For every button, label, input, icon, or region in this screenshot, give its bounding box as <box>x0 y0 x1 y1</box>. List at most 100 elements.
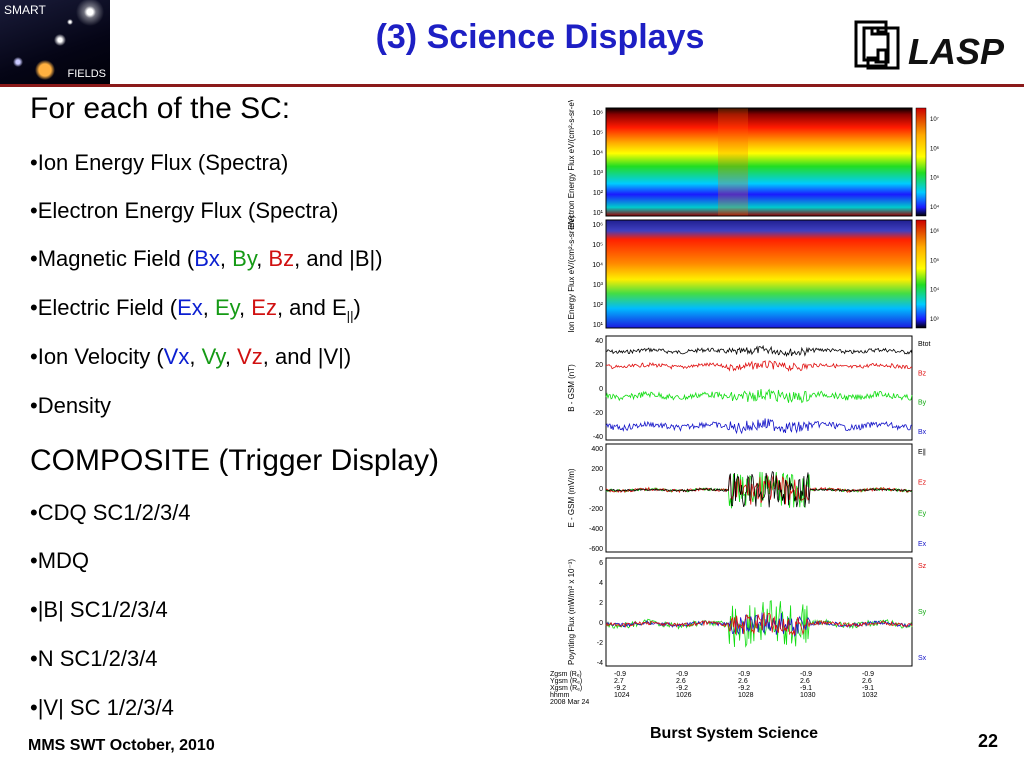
y-tick-label: 0 <box>599 386 603 393</box>
electron-flux-ylabel: Electron Energy Flux eV/(cm²-s-sr-eV) <box>567 100 576 230</box>
header-rule <box>0 84 1024 87</box>
ephemeris-value: -9.2 <box>676 685 688 692</box>
ephemeris-value: -0.9 <box>614 671 626 678</box>
y-tick-label: 40 <box>595 338 603 345</box>
colorbar-tick-label: 10⁷ <box>930 116 939 123</box>
legend-entry: Bz <box>918 370 927 377</box>
section-heading-each-sc: For each of the SC: <box>30 92 291 125</box>
legend-entry: By <box>918 400 927 407</box>
y-tick-label: 10¹ <box>593 322 604 329</box>
y-tick-label: -4 <box>597 660 603 667</box>
legend-entry: Ex <box>918 541 927 548</box>
ion-colorbar <box>915 219 927 329</box>
y-tick-label: -600 <box>589 546 603 553</box>
poynting-flux-panel: Poynting Flux (mW/m² x 10⁻³) <box>567 557 913 667</box>
magnetic-field-ylabel: B - GSM (nT) <box>567 364 576 412</box>
bullet-v-magnitude: •|V| SC 1/2/3/4 <box>30 695 174 720</box>
cu-lasp-logo: LASP <box>850 16 1010 76</box>
xaxis-row-label: Zgsm (Rₑ) <box>550 671 582 678</box>
page-title: (3) Science Displays <box>375 18 705 56</box>
y-tick-label: 10⁴ <box>592 150 603 157</box>
footer-burst-system: Burst System Science <box>650 725 819 742</box>
colorbar-tick-label: 10³ <box>930 317 939 323</box>
by-trace <box>605 388 913 404</box>
bullet-mdq: •MDQ <box>30 548 90 573</box>
legend-entry: Btot <box>918 341 931 348</box>
ephemeris-value: -0.9 <box>800 671 812 678</box>
ephemeris-value: 2.7 <box>614 678 624 685</box>
bx-trace <box>605 418 913 435</box>
y-tick-label: 2 <box>599 600 603 607</box>
y-tick-label: 400 <box>591 446 603 453</box>
y-tick-label: 10³ <box>593 170 604 177</box>
ephemeris-value: -0.9 <box>738 671 750 678</box>
magnetic-field-panel: B - GSM (nT) <box>567 335 913 441</box>
page-number: 22 <box>978 731 999 751</box>
x-axis-ephemeris: Zgsm (Rₑ) Ygsm (Rₑ) Xgsm (Rₑ) hhmm 2008 … <box>550 671 589 706</box>
y-tick-label: 0 <box>599 620 603 627</box>
y-tick-label: -20 <box>593 410 603 417</box>
bullet-electric-field: •Electric Field (Ex, Ey, Ez, and E||) <box>30 295 361 324</box>
ephemeris-value: 1024 <box>614 692 630 699</box>
xaxis-date-label: 2008 Mar 24 <box>550 699 589 706</box>
logo-fields-text: FIELDS <box>67 68 106 80</box>
y-tick-label: 10³ <box>593 282 604 289</box>
legend-entry: E∥ <box>918 448 926 456</box>
electron-flux-panel: Electron Energy Flux eV/(cm²-s-sr-eV) <box>567 94 927 230</box>
bullet-cdq: •CDQ SC1/2/3/4 <box>30 500 191 525</box>
logo-smart-text: SMART <box>4 3 46 17</box>
electric-field-panel: E - GSM (mV/m) <box>567 443 913 553</box>
legend-entry: Sx <box>918 655 927 662</box>
colorbar-tick-label: 10⁵ <box>930 257 940 264</box>
y-tick-label: 4 <box>599 580 603 587</box>
ephemeris-value: -9.1 <box>862 685 874 692</box>
y-tick-label: 0 <box>599 486 603 493</box>
lasp-logo-text: LASP <box>908 31 1005 72</box>
ephemeris-value: 2.6 <box>800 678 810 685</box>
y-tick-label: 10⁶ <box>592 222 603 229</box>
ephemeris-value: -0.9 <box>862 671 874 678</box>
y-tick-label: 200 <box>591 466 603 473</box>
smart-fields-logo: SMART FIELDS <box>0 0 110 85</box>
ephemeris-value: -9.1 <box>800 685 812 692</box>
y-tick-label: 10⁵ <box>592 242 603 249</box>
colorbar-tick-label: 10⁶ <box>930 228 940 235</box>
y-tick-label: 6 <box>599 560 603 567</box>
poynting-flux-ylabel: Poynting Flux (mW/m² x 10⁻³) <box>567 559 576 665</box>
colorbar-tick-label: 10⁴ <box>930 287 940 294</box>
cu-emblem-icon <box>854 20 900 70</box>
bullet-ion-velocity: •Ion Velocity (Vx, Vy, Vz, and |V|) <box>30 344 352 369</box>
y-tick-label: 10⁶ <box>592 110 603 117</box>
legend-entry: Sy <box>918 609 927 616</box>
ephemeris-value: -9.2 <box>614 685 626 692</box>
xaxis-row-label: Ygsm (Rₑ) <box>550 678 582 685</box>
y-tick-label: -200 <box>589 506 603 513</box>
colorbar-tick-label: 10⁵ <box>930 175 940 182</box>
ephemeris-value: 1032 <box>862 692 878 699</box>
ephemeris-value: 2.6 <box>862 678 872 685</box>
y-tick-label: -400 <box>589 526 603 533</box>
bullet-magnetic-field: •Magnetic Field (Bx, By, Bz, and |B|) <box>30 246 383 271</box>
y-tick-label: 10⁴ <box>592 262 603 269</box>
ephemeris-value: 2.6 <box>738 678 748 685</box>
xaxis-row-label: Xgsm (Rₑ) <box>550 685 582 692</box>
bullet-electron-energy-flux: •Electron Energy Flux (Spectra) <box>30 198 339 223</box>
legend-entry: Ey <box>918 510 927 517</box>
btot-trace <box>605 344 913 358</box>
bullet-ion-energy-flux: •Ion Energy Flux (Spectra) <box>30 150 289 175</box>
epar-trace <box>605 471 913 508</box>
y-tick-label: 10⁵ <box>592 130 603 137</box>
legend-entry: Sz <box>918 563 927 570</box>
y-tick-label: -2 <box>597 640 603 647</box>
ion-flux-ylabel: Ion Energy Flux eV/(cm²-s-sr-eV) <box>567 215 576 333</box>
bullet-b-magnitude: •|B| SC1/2/3/4 <box>30 597 168 622</box>
electric-field-ylabel: E - GSM (mV/m) <box>567 468 576 527</box>
ephemeris-value: 1026 <box>676 692 692 699</box>
ephemeris-value: -9.2 <box>738 685 750 692</box>
xaxis-row-label: hhmm <box>550 692 570 699</box>
ephemeris-value: -0.9 <box>676 671 688 678</box>
legend-entry: Ez <box>918 480 927 487</box>
footer-meeting: MMS SWT October, 2010 <box>28 737 215 754</box>
y-tick-label: 10¹ <box>593 210 604 217</box>
ephemeris-value: 2.6 <box>676 678 686 685</box>
